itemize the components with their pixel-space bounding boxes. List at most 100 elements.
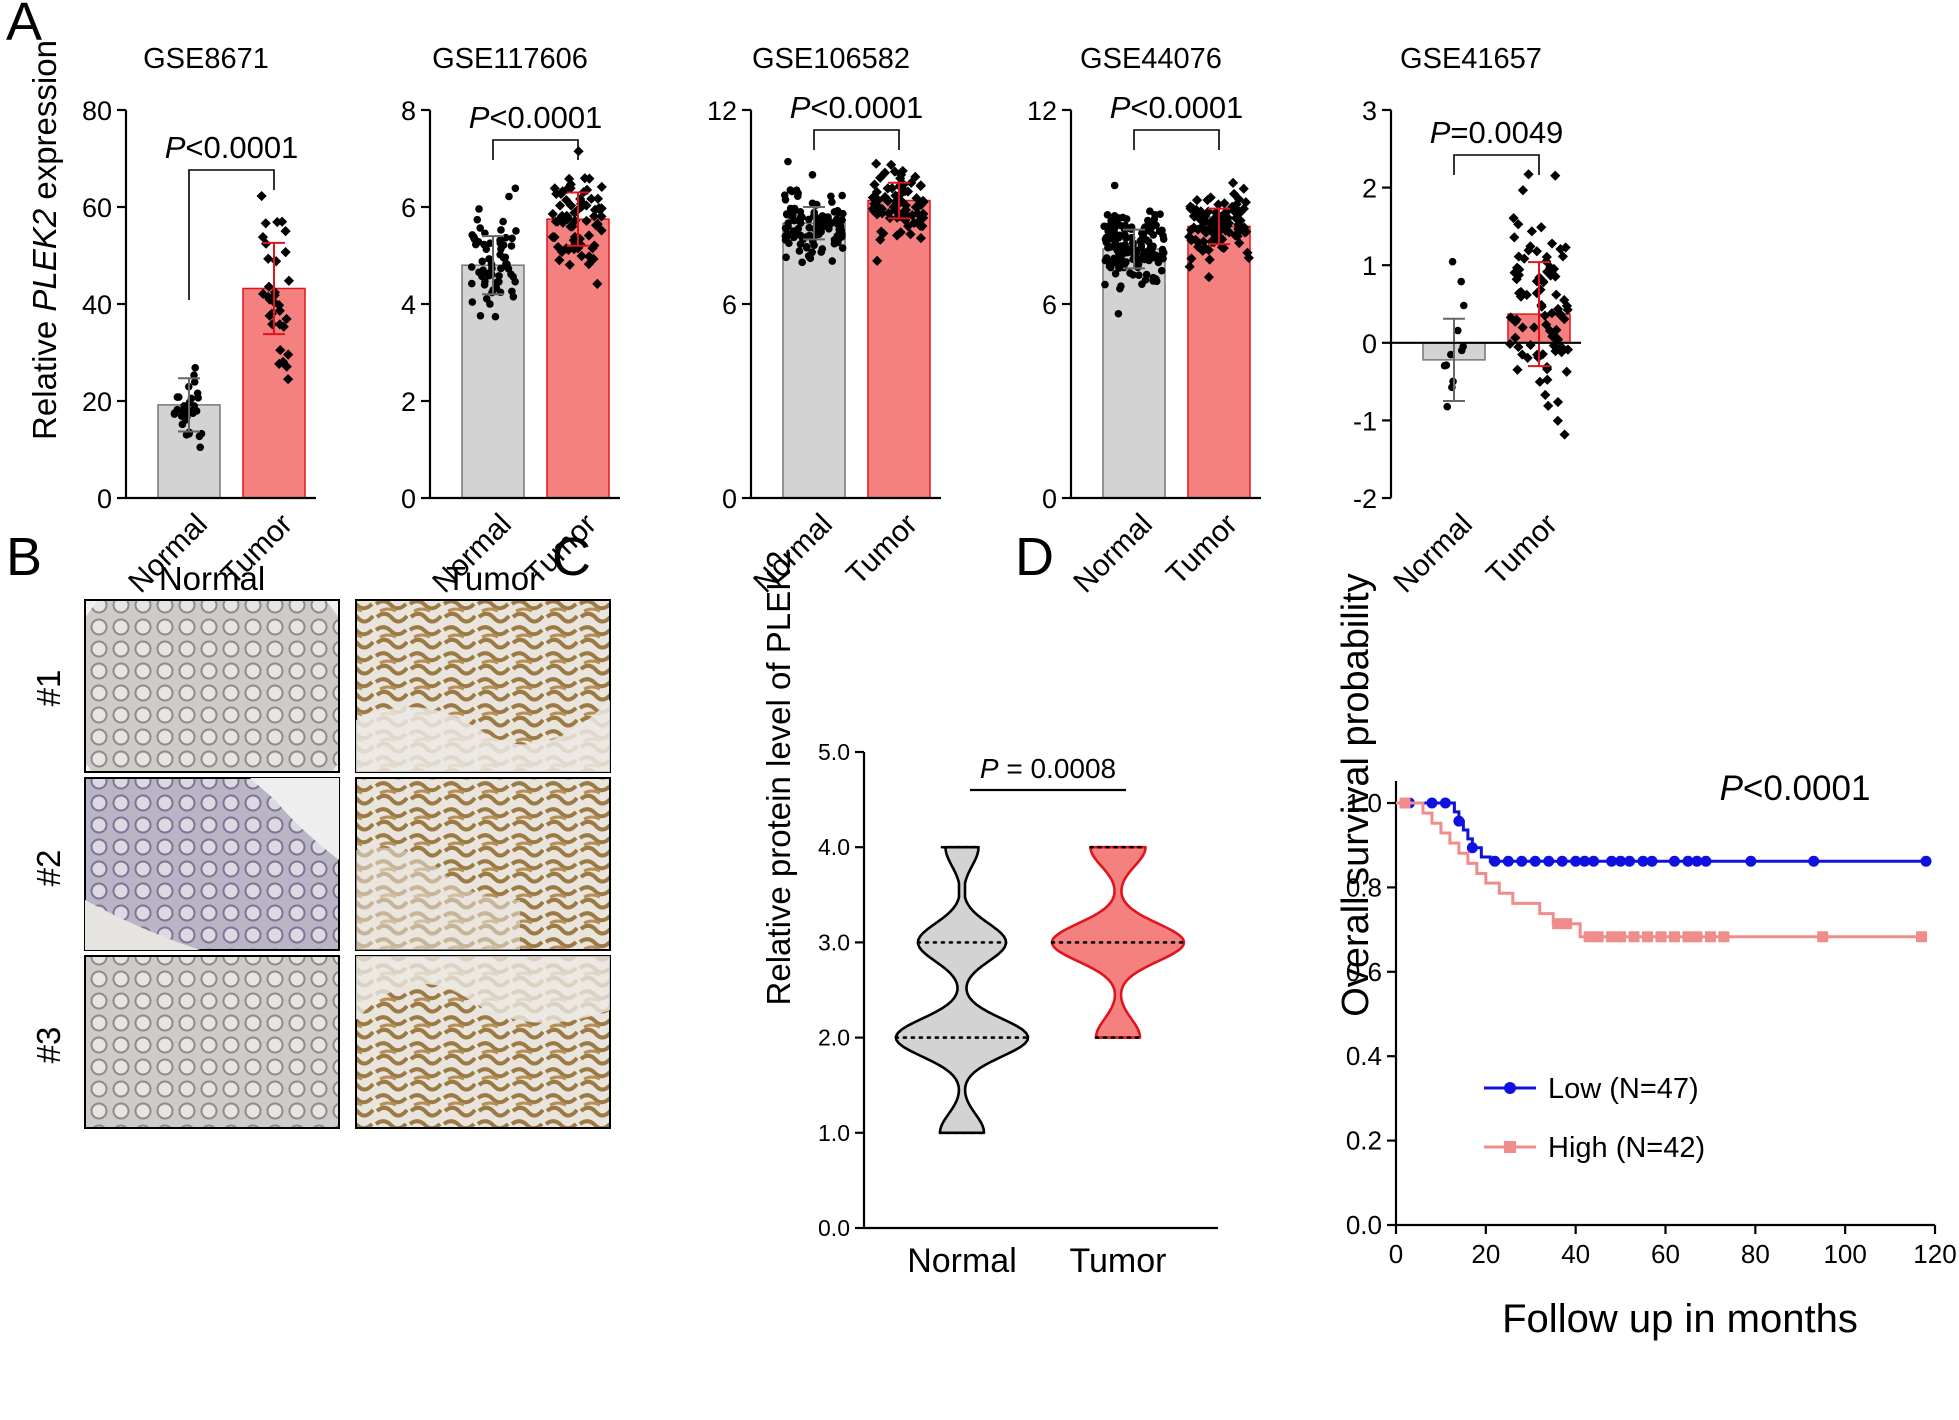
data-point-tumor: [918, 212, 929, 223]
data-point-normal: [190, 371, 198, 379]
p-value-symbol: P: [1720, 769, 1744, 808]
x-tick-label: 120: [1913, 1239, 1956, 1269]
data-point-normal: [1143, 216, 1152, 225]
data-point-tumor: [1552, 415, 1563, 426]
data-point-normal: [475, 205, 483, 213]
p-value-text: <0.0001: [1743, 769, 1871, 808]
y-tick-label: 12: [707, 96, 737, 126]
data-point-tumor: [1238, 183, 1249, 194]
censor-mark-high: [1655, 931, 1667, 943]
data-point-normal: [796, 219, 805, 227]
censor-mark-high: [1592, 931, 1604, 943]
data-point-normal: [507, 242, 516, 250]
censor-mark-low: [1920, 855, 1932, 867]
data-point-tumor: [596, 181, 607, 193]
data-point-normal: [786, 209, 794, 218]
p-value-text: <0.0001: [810, 90, 923, 125]
data-point-normal: [190, 378, 199, 386]
data-point-normal: [476, 311, 485, 320]
data-point-normal: [828, 257, 837, 265]
ihc-image-normal-1: [84, 599, 340, 773]
data-point-normal: [793, 192, 802, 201]
data-point-normal: [468, 231, 477, 239]
bar-tumor: [1187, 225, 1251, 499]
data-point-normal: [1104, 243, 1112, 252]
censor-mark-high: [1691, 931, 1703, 943]
y-tick-label: 2: [401, 387, 416, 417]
data-point-tumor: [1546, 238, 1558, 249]
data-point-normal: [491, 312, 500, 321]
p-value-symbol: P: [165, 130, 186, 165]
p-value-label: P=0.0049: [1430, 115, 1564, 150]
data-point-tumor: [1517, 185, 1529, 196]
data-point-tumor: [1505, 312, 1516, 323]
censor-mark-low: [1637, 855, 1649, 867]
data-point-tumor: [871, 158, 882, 169]
data-point-normal: [502, 260, 510, 268]
data-point-tumor: [1551, 289, 1562, 300]
data-point-normal: [1141, 275, 1150, 284]
data-point-normal: [790, 204, 799, 213]
data-point-tumor: [1540, 389, 1551, 400]
censor-mark-low: [1502, 855, 1514, 867]
censor-mark-low: [1646, 855, 1658, 867]
censor-mark-high: [1552, 918, 1564, 930]
censor-mark-low: [1668, 855, 1680, 867]
data-point-tumor: [1550, 170, 1561, 181]
y-tick-label: 2: [1362, 174, 1377, 204]
ihc-image-tumor-3: [355, 955, 611, 1129]
data-point-tumor: [1543, 400, 1554, 411]
x-tick-label-normal: Normal: [1067, 508, 1159, 600]
data-point-tumor: [271, 256, 282, 267]
data-point-normal: [828, 198, 836, 206]
data-point-normal: [1103, 211, 1112, 219]
data-point-normal: [798, 213, 806, 222]
y-tick-label: 2.0: [818, 1025, 850, 1051]
x-tick-label: 80: [1741, 1239, 1770, 1269]
panel-b-col-header-normal: Normal: [159, 560, 265, 597]
data-point-normal: [782, 233, 791, 242]
x-tick-label: 40: [1561, 1239, 1590, 1269]
p-value-text: =0.0049: [1450, 115, 1563, 150]
data-point-normal: [1149, 273, 1158, 282]
data-point-normal: [1459, 342, 1467, 351]
data-point-tumor: [1536, 222, 1547, 233]
data-point-normal: [819, 222, 828, 231]
censor-mark-low: [1808, 855, 1820, 867]
data-point-normal: [1106, 263, 1115, 272]
data-point-normal: [178, 408, 187, 416]
censor-mark-low: [1466, 842, 1478, 854]
data-point-tumor: [565, 221, 576, 232]
data-point-normal: [782, 253, 790, 262]
data-point-normal: [810, 241, 818, 250]
censor-mark-low: [1570, 855, 1582, 867]
y-tick-label: 1.0: [1346, 788, 1382, 818]
censor-mark-low: [1615, 855, 1627, 867]
survival-curve-high: [1396, 801, 1922, 939]
data-point-normal: [195, 432, 204, 441]
data-point-tumor: [584, 251, 595, 262]
data-point-tumor: [1559, 429, 1570, 440]
censor-mark-high: [1642, 931, 1654, 943]
data-point-normal: [497, 245, 505, 253]
data-point-normal: [1136, 237, 1144, 246]
y-tick-label: 6: [401, 193, 416, 223]
violin-normal: [894, 845, 1030, 1135]
data-point-normal: [496, 236, 504, 245]
data-point-normal: [499, 217, 507, 226]
data-point-normal: [808, 170, 817, 179]
data-point-normal: [473, 215, 482, 224]
data-point-normal: [1140, 255, 1149, 264]
data-point-normal: [1112, 244, 1120, 252]
p-value-label: P = 0.0008: [980, 753, 1116, 784]
p-value-text: <0.0001: [1130, 90, 1243, 125]
censor-mark-high: [1682, 931, 1694, 943]
y-tick-label: 0: [722, 484, 737, 514]
data-point-normal: [784, 222, 792, 231]
data-point-normal: [1159, 235, 1168, 243]
panel-a-ylabel-suffix: expression: [26, 40, 63, 209]
censor-mark-low: [1489, 855, 1501, 867]
data-point-normal: [194, 394, 202, 402]
panel-label-c: C: [552, 527, 591, 587]
